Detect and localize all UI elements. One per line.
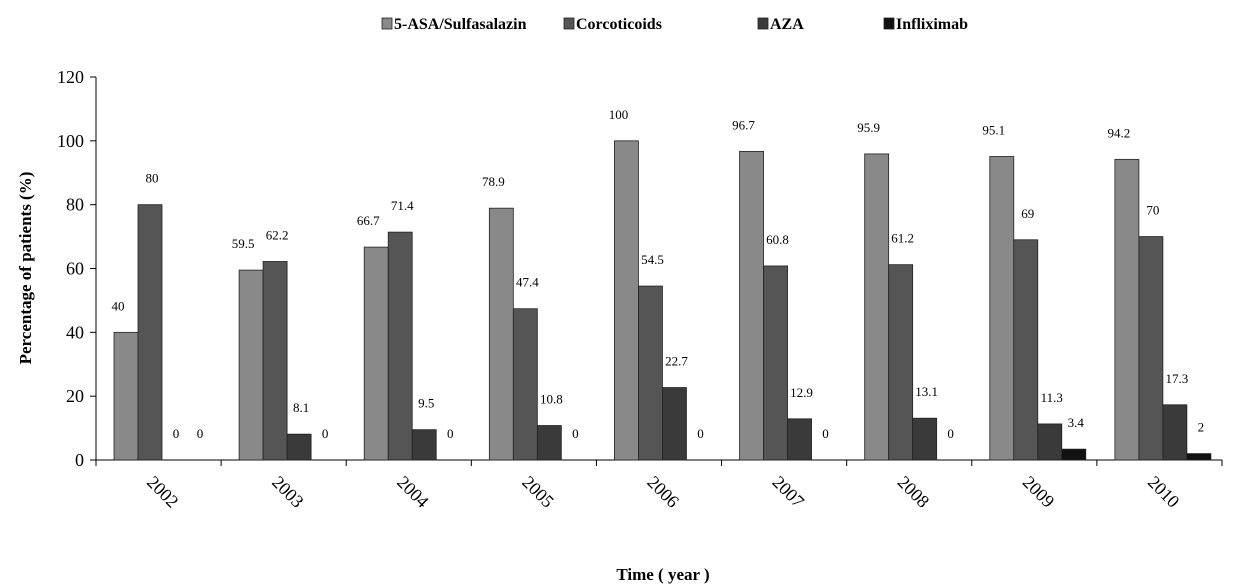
data-label: 2 (1198, 420, 1205, 435)
data-label: 69 (1021, 206, 1034, 221)
y-tick-label: 40 (66, 322, 84, 342)
data-label: 95.9 (857, 120, 880, 135)
bar (411, 429, 437, 461)
bar (864, 153, 890, 461)
data-label: 59.5 (232, 236, 255, 251)
data-label: 78.9 (482, 174, 505, 189)
x-tick-label: 2005 (518, 472, 558, 512)
data-label: 17.3 (1166, 371, 1189, 386)
data-label: 11.3 (1041, 390, 1063, 405)
data-label: 0 (572, 426, 579, 441)
x-tick-label: 2002 (143, 472, 183, 512)
data-label: 0 (173, 426, 180, 441)
data-label: 0 (822, 426, 829, 441)
bar (1061, 448, 1087, 461)
y-tick-label: 100 (57, 131, 84, 151)
data-label: 3.4 (1068, 415, 1085, 430)
x-tick-label: 2008 (894, 472, 934, 512)
data-label: 0 (447, 426, 454, 441)
bar (113, 331, 139, 461)
y-tick-label: 120 (57, 67, 84, 87)
bar (989, 156, 1015, 461)
y-axis-title: Percentage of patients (%) (16, 172, 35, 365)
bar (888, 264, 914, 461)
x-axis-title: Time ( year ) (616, 565, 709, 584)
data-label: 62.2 (266, 227, 289, 242)
x-tick-label: 2003 (268, 472, 308, 512)
y-tick-label: 0 (75, 450, 84, 470)
legend-swatch (563, 17, 575, 30)
y-tick-label: 60 (66, 259, 84, 279)
data-label: 96.7 (732, 117, 755, 132)
bar (1013, 239, 1039, 461)
data-label: 71.4 (391, 198, 414, 213)
data-label: 80 (146, 171, 159, 186)
data-labels: 40 59.5 66.7 78.9 100 96.7 95.9 95.1 94.2 80 62.2 7… (112, 107, 1205, 441)
bar (1186, 453, 1212, 461)
bar (1162, 404, 1188, 461)
data-label: 47.4 (516, 275, 539, 290)
legend-swatch (757, 17, 769, 30)
data-label: 100 (609, 107, 629, 122)
data-label: 95.1 (982, 122, 1005, 137)
bar (286, 433, 312, 461)
data-label: 22.7 (665, 354, 688, 369)
data-label: 13.1 (915, 384, 938, 399)
bar (1037, 423, 1063, 461)
bar (1114, 158, 1140, 461)
data-label: 0 (322, 426, 329, 441)
legend-label: 5-ASA/Sulfasalazin (394, 16, 527, 33)
data-label: 10.8 (540, 392, 563, 407)
data-label: 0 (947, 426, 954, 441)
x-tick-label: 2006 (643, 472, 683, 512)
data-label: 0 (197, 426, 204, 441)
y-tick-label: 20 (66, 386, 84, 406)
data-label: 0 (697, 426, 704, 441)
bar (662, 387, 687, 461)
bar (912, 417, 938, 461)
bar (512, 308, 538, 461)
bar (238, 269, 264, 461)
data-label: 8.1 (293, 400, 309, 415)
y-tick-label: 80 (66, 195, 84, 215)
bar (488, 207, 514, 461)
bar (614, 140, 639, 461)
bars (113, 140, 1212, 461)
bar (1138, 236, 1164, 461)
x-tick-label: 2010 (1144, 472, 1184, 512)
data-label: 54.5 (641, 252, 664, 267)
x-tick-label: 2004 (393, 472, 433, 512)
data-label: 66.7 (357, 213, 380, 228)
legend-label: AZA (770, 16, 804, 33)
legend: 5-ASA/Sulfasalazin Corcoticoids AZA Inflixi… (381, 16, 968, 33)
bar (763, 265, 788, 461)
data-label: 61.2 (891, 231, 914, 246)
bar (262, 261, 288, 461)
bar (387, 231, 413, 461)
data-label: 9.5 (418, 396, 434, 411)
data-label: 94.2 (1108, 125, 1131, 140)
data-label: 70 (1146, 203, 1159, 218)
data-label: 12.9 (790, 385, 813, 400)
bar (638, 285, 663, 461)
x-tick-label: 2007 (769, 472, 809, 512)
data-label: 40 (112, 298, 125, 313)
data-label: 60.8 (766, 232, 789, 247)
legend-swatch (883, 17, 895, 30)
bar (363, 246, 389, 461)
x-tick-label: 2009 (1019, 472, 1059, 512)
bar (536, 425, 562, 461)
legend-swatch (381, 17, 393, 30)
legend-label: Infliximab (896, 16, 968, 33)
bar (739, 150, 764, 461)
bar (787, 418, 812, 461)
bar (137, 204, 163, 461)
legend-label: Corcoticoids (576, 16, 662, 33)
